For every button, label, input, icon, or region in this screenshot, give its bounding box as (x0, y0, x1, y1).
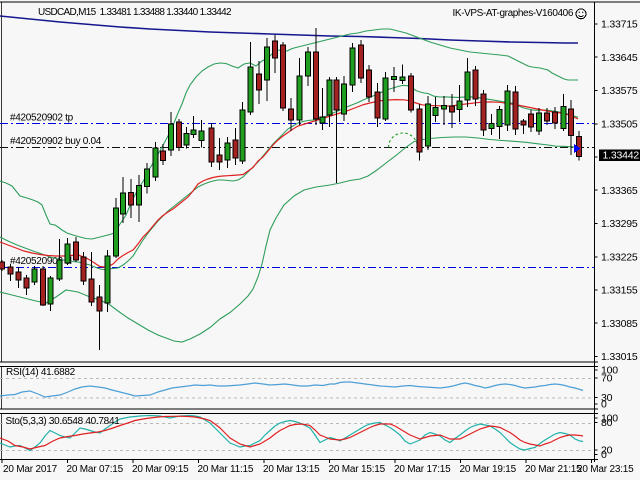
svg-text:20 Mar 11:15: 20 Mar 11:15 (198, 464, 254, 475)
svg-text:100: 100 (601, 365, 618, 377)
svg-text:1.33295: 1.33295 (601, 218, 638, 230)
svg-text:1.33715: 1.33715 (601, 19, 638, 31)
svg-text:70: 70 (601, 373, 613, 385)
svg-text:1.33085: 1.33085 (601, 318, 638, 330)
svg-text:1.33225: 1.33225 (601, 251, 638, 263)
svg-text:#420520902 sl: #420520902 sl (10, 256, 72, 267)
svg-text:20 Mar 19:15: 20 Mar 19:15 (460, 464, 517, 475)
svg-text:20 Mar 15:15: 20 Mar 15:15 (329, 464, 386, 475)
svg-text:20 Mar 23:15: 20 Mar 23:15 (577, 464, 634, 475)
svg-text:20 Mar 2017: 20 Mar 2017 (3, 464, 58, 475)
svg-text:1.33155: 1.33155 (601, 285, 638, 297)
svg-text:1.33015: 1.33015 (601, 351, 638, 363)
svg-text:20 Mar 21:15: 20 Mar 21:15 (525, 464, 582, 475)
svg-text:1.33365: 1.33365 (601, 185, 638, 197)
svg-text:1.33645: 1.33645 (601, 52, 638, 64)
svg-text:100: 100 (601, 413, 618, 425)
svg-text:1.33575: 1.33575 (601, 85, 638, 97)
svg-text:Sto(5,3,3) 30.6548 40.7841: Sto(5,3,3) 30.6548 40.7841 (6, 416, 121, 427)
svg-text:0: 0 (601, 449, 607, 461)
svg-text:20 Mar 17:15: 20 Mar 17:15 (394, 464, 451, 475)
svg-text:80: 80 (601, 417, 613, 429)
svg-text:20 Mar 07:15: 20 Mar 07:15 (67, 464, 124, 475)
svg-text:20 Mar 13:15: 20 Mar 13:15 (263, 464, 320, 475)
svg-text:1.33505: 1.33505 (601, 119, 638, 131)
svg-text:IK-VPS-AT-graphes-V160406: IK-VPS-AT-graphes-V160406 (453, 8, 574, 19)
svg-text:20: 20 (601, 445, 613, 457)
svg-text:#420520902 tp: #420520902 tp (10, 113, 74, 124)
svg-text:#420520902 buy 0.04: #420520902 buy 0.04 (10, 136, 102, 147)
svg-text:20 Mar 09:15: 20 Mar 09:15 (132, 464, 189, 475)
svg-text:0: 0 (601, 399, 607, 411)
svg-text:1.33442: 1.33442 (603, 150, 640, 162)
svg-text:USDCAD,M15 1.33481 1.33488 1.: USDCAD,M15 1.33481 1.33488 1.33440 1.334… (38, 7, 232, 18)
svg-text:30: 30 (601, 392, 613, 404)
svg-text:RSI(14) 41.6882: RSI(14) 41.6882 (6, 367, 76, 378)
